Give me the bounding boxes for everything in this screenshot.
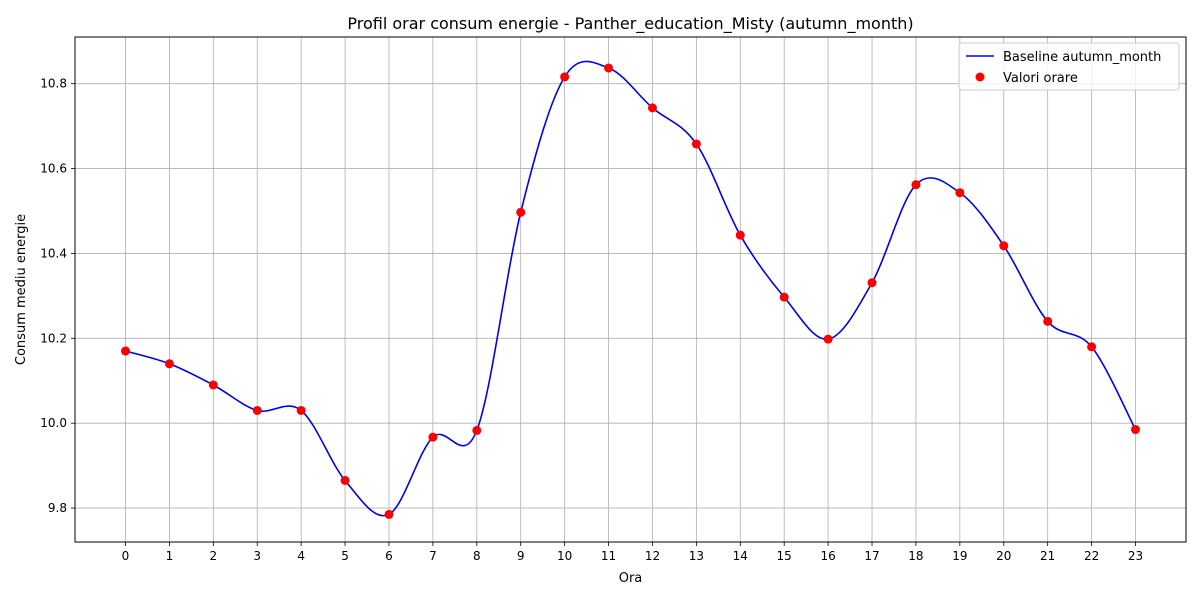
data-point bbox=[252, 405, 262, 415]
x-axis-ticks: 0 1 2 3 4 5 6 7 8 9 10 11 12 13 14 15 16 17 18 19 20 21 22 23 bbox=[122, 542, 1143, 563]
data-point bbox=[911, 180, 921, 190]
y-tick-label: 10.4 bbox=[40, 246, 67, 260]
legend-box bbox=[958, 42, 1180, 91]
data-point bbox=[823, 334, 833, 344]
data-point bbox=[691, 139, 701, 149]
x-tick-label: 19 bbox=[952, 549, 967, 563]
x-tick-label: 20 bbox=[996, 549, 1011, 563]
data-point bbox=[955, 188, 965, 198]
plot-frame bbox=[74, 36, 1187, 543]
y-axis-ticks: 9.8 10.0 10.2 10.4 10.6 10.8 bbox=[40, 77, 75, 515]
x-tick-label: 9 bbox=[517, 549, 525, 563]
data-point bbox=[384, 509, 394, 519]
x-tick-label: 13 bbox=[689, 549, 704, 563]
legend-label-valori: Valori orare bbox=[1003, 71, 1078, 86]
x-tick-label: 11 bbox=[601, 549, 616, 563]
y-tick-label: 9.8 bbox=[48, 501, 67, 515]
data-point bbox=[1131, 425, 1140, 435]
x-axis-title: Ora bbox=[619, 571, 643, 586]
x-tick-label: 0 bbox=[122, 549, 130, 563]
x-tick-label: 16 bbox=[820, 549, 835, 563]
x-tick-label: 12 bbox=[645, 549, 660, 563]
x-tick-label: 22 bbox=[1084, 549, 1099, 563]
series-layer bbox=[121, 60, 1140, 519]
x-tick-label: 10 bbox=[557, 549, 572, 563]
y-tick-label: 10.0 bbox=[40, 416, 67, 430]
x-tick-label: 4 bbox=[297, 549, 305, 563]
chart-title: Profil orar consum energie - Panther_edu… bbox=[347, 14, 913, 34]
data-point bbox=[1087, 342, 1097, 352]
data-point bbox=[604, 63, 614, 73]
x-tick-label: 23 bbox=[1128, 549, 1143, 563]
legend-dot-swatch bbox=[975, 72, 985, 82]
data-point bbox=[208, 380, 218, 390]
y-tick-label: 10.8 bbox=[40, 77, 67, 91]
x-tick-label: 21 bbox=[1040, 549, 1055, 563]
data-point bbox=[779, 292, 789, 302]
grid-lines bbox=[75, 37, 1186, 542]
data-point bbox=[867, 278, 877, 288]
data-point bbox=[560, 72, 570, 82]
x-tick-label: 6 bbox=[385, 549, 393, 563]
data-point bbox=[1043, 316, 1053, 326]
y-tick-label: 10.2 bbox=[40, 331, 67, 345]
legend-label-baseline: Baseline autumn_month bbox=[1003, 50, 1161, 65]
x-tick-label: 18 bbox=[908, 549, 923, 563]
data-point bbox=[472, 425, 482, 435]
x-tick-label: 14 bbox=[733, 549, 748, 563]
data-point bbox=[121, 346, 130, 356]
x-tick-label: 5 bbox=[341, 549, 349, 563]
data-point bbox=[735, 230, 745, 240]
x-tick-label: 15 bbox=[777, 549, 792, 563]
x-tick-label: 7 bbox=[429, 549, 437, 563]
data-point bbox=[296, 405, 306, 415]
y-axis-title: Consum mediu energie bbox=[14, 214, 29, 365]
data-point bbox=[164, 359, 174, 369]
data-point bbox=[340, 475, 350, 485]
data-point bbox=[647, 103, 657, 113]
x-tick-label: 2 bbox=[210, 549, 218, 563]
legend: Baseline autumn_month Valori orare bbox=[958, 42, 1180, 91]
x-tick-label: 3 bbox=[253, 549, 261, 563]
data-point bbox=[999, 241, 1009, 251]
data-point bbox=[516, 207, 526, 217]
x-tick-label: 1 bbox=[166, 549, 174, 563]
x-tick-label: 8 bbox=[473, 549, 481, 563]
y-tick-label: 10.6 bbox=[40, 162, 67, 176]
x-tick-label: 17 bbox=[864, 549, 879, 563]
data-point bbox=[428, 432, 438, 442]
